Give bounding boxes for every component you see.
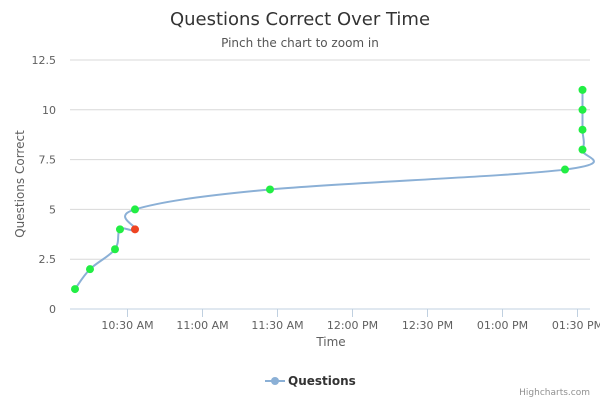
chart-subtitle: Pinch the chart to zoom in <box>221 36 379 50</box>
x-tick-label-5: 01:00 PM <box>477 319 528 332</box>
y-tick-label-1: 2.5 <box>39 253 57 266</box>
legend-marker-questions <box>271 377 279 385</box>
x-tick-label-6: 01:30 PM <box>552 319 600 332</box>
data-point-1[interactable] <box>86 265 94 274</box>
x-tick-label-3: 12:00 PM <box>327 319 378 332</box>
data-point-6[interactable] <box>266 185 274 194</box>
y-tick-label-3: 7.5 <box>39 154 57 167</box>
x-tick-label-4: 12:30 PM <box>402 319 453 332</box>
y-tick-label-0: 0 <box>49 303 56 316</box>
data-point-10[interactable] <box>578 105 587 114</box>
chart-title: Questions Correct Over Time <box>170 9 430 30</box>
data-point-5[interactable] <box>131 205 139 214</box>
data-point-3[interactable] <box>116 225 124 234</box>
data-point-2[interactable] <box>111 245 119 254</box>
data-point-11[interactable] <box>578 85 587 94</box>
x-tick-label-2: 11:30 AM <box>251 319 303 332</box>
data-point-4[interactable] <box>131 225 139 234</box>
legend-label-questions[interactable]: Questions <box>288 374 356 388</box>
data-point-0[interactable] <box>71 285 79 294</box>
y-axis-title: Questions Correct <box>13 130 27 238</box>
data-point-7[interactable] <box>561 165 569 174</box>
legend-item-questions[interactable]: Questions <box>265 374 356 388</box>
x-axis-title: Time <box>315 335 345 349</box>
y-tick-label-5: 12.5 <box>32 54 57 67</box>
x-tick-label-0: 10:30 AM <box>101 319 153 332</box>
series-markers-questions <box>71 85 587 294</box>
x-axis-labels: 10:30 AM 11:00 AM 11:30 AM 12:00 PM 12:30 PM… <box>101 319 600 332</box>
y-tick-label-4: 10 <box>42 104 56 117</box>
credits-link[interactable]: Highcharts.com <box>519 388 590 398</box>
y-tick-label-2: 5 <box>49 203 56 216</box>
data-point-8[interactable] <box>578 145 587 154</box>
x-tick-label-1: 11:00 AM <box>176 319 228 332</box>
y-axis-labels: 0 2.5 5 7.5 10 12.5 <box>32 54 57 316</box>
data-point-9[interactable] <box>578 125 587 134</box>
grid-lines <box>70 59 590 260</box>
x-axis-ticks <box>127 309 578 317</box>
